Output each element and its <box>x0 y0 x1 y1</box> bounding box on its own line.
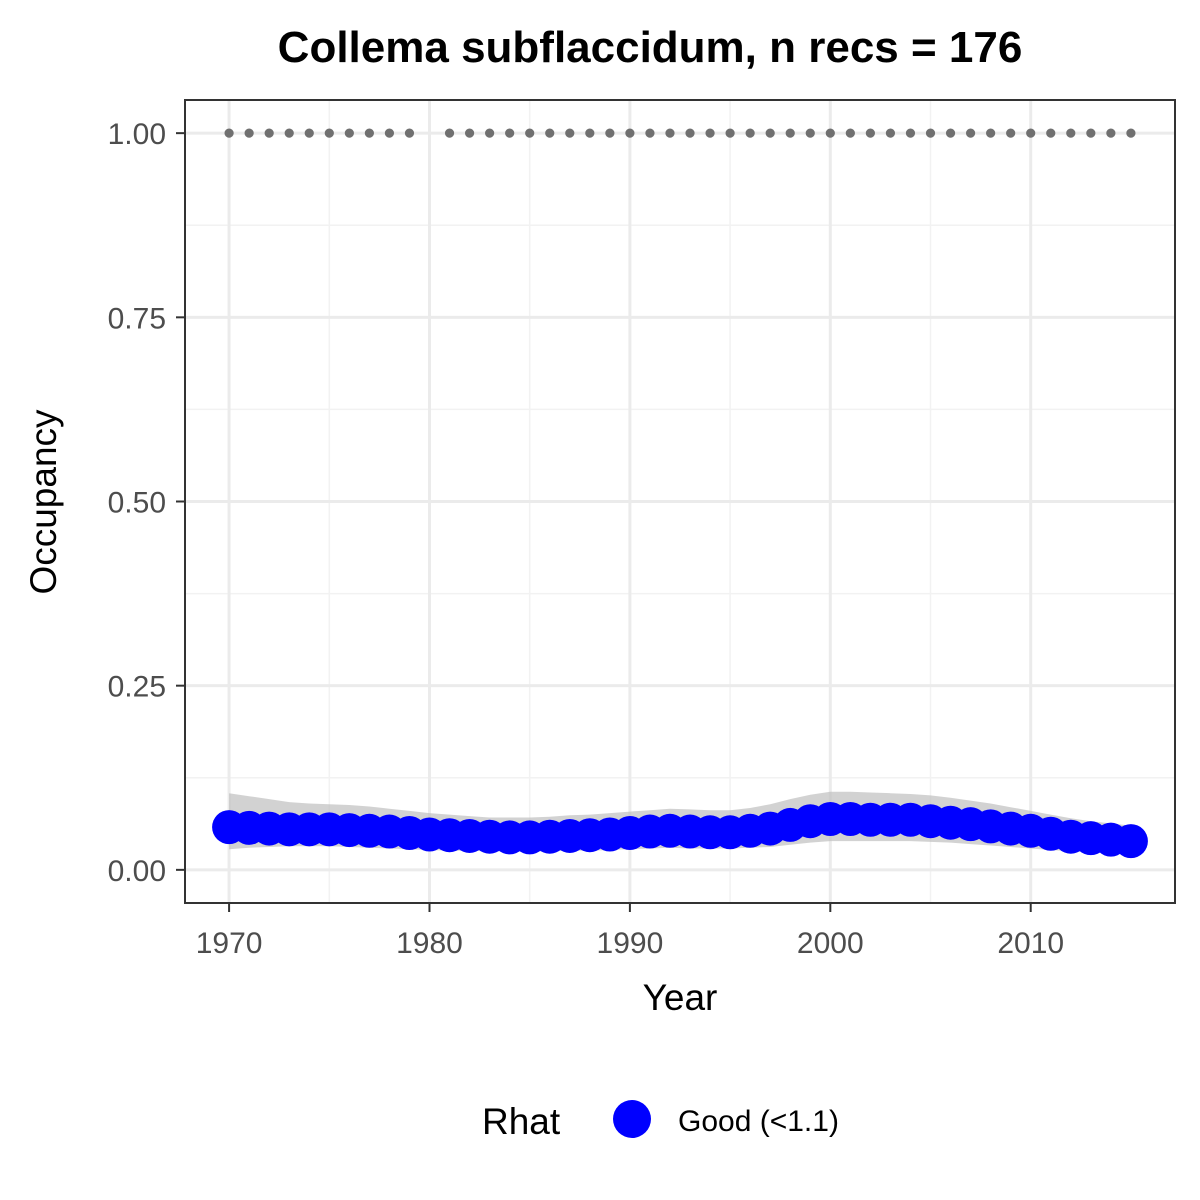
x-tick-label: 1980 <box>396 927 463 960</box>
y-tick-label: 0.25 <box>108 671 166 704</box>
record-marker <box>685 128 695 138</box>
record-marker <box>1046 128 1056 138</box>
y-axis-title: Occupancy <box>23 409 64 595</box>
record-marker <box>965 128 976 138</box>
record-marker <box>344 128 354 138</box>
record-marker <box>1066 128 1076 138</box>
record-marker <box>925 128 936 138</box>
record-marker <box>244 128 254 138</box>
legend: Rhat Good (<1.1) <box>482 1100 839 1142</box>
record-marker <box>585 128 595 138</box>
record-marker <box>705 128 715 138</box>
data-point <box>1113 824 1148 859</box>
record-marker <box>625 128 635 138</box>
record-marker <box>805 128 815 138</box>
record-marker <box>525 128 535 138</box>
record-marker <box>545 128 555 138</box>
x-tick-label: 2000 <box>797 927 864 960</box>
record-marker <box>645 128 655 138</box>
legend-key-good <box>613 1100 651 1138</box>
record-marker <box>725 128 735 138</box>
plot-panel <box>184 99 1176 904</box>
record-marker <box>905 128 916 138</box>
record-marker <box>565 128 575 138</box>
record-marker <box>945 128 956 138</box>
record-marker <box>324 128 334 138</box>
record-markers <box>224 128 1136 138</box>
record-marker <box>1086 128 1096 138</box>
legend-label-good: Good (<1.1) <box>678 1105 839 1138</box>
y-tick-label: 0.50 <box>108 487 166 520</box>
record-marker <box>505 128 515 138</box>
record-marker <box>785 128 795 138</box>
record-marker <box>284 128 294 138</box>
x-tick-label: 1970 <box>196 927 263 960</box>
record-marker <box>605 128 615 138</box>
legend-title: Rhat <box>482 1101 561 1142</box>
record-marker <box>364 128 374 138</box>
record-marker <box>464 128 475 138</box>
record-marker <box>665 128 675 138</box>
record-marker <box>444 128 455 138</box>
x-tick-label: 1990 <box>597 927 664 960</box>
y-tick-label: 1.00 <box>108 118 166 151</box>
record-marker <box>1106 128 1116 138</box>
y-tick-label: 0.00 <box>108 855 166 888</box>
record-marker <box>224 128 234 138</box>
record-marker <box>865 128 875 138</box>
y-tick-label: 0.75 <box>108 302 166 335</box>
record-marker <box>485 128 495 138</box>
record-marker <box>765 128 775 138</box>
record-marker <box>745 128 755 138</box>
chart-title: Collema subflaccidum, n recs = 176 <box>278 23 1023 72</box>
record-marker <box>986 128 996 138</box>
record-marker <box>845 128 855 138</box>
x-axis-title: Year <box>643 977 718 1018</box>
occupancy-points <box>212 802 1148 859</box>
record-marker <box>404 128 415 138</box>
record-marker <box>1026 128 1036 138</box>
record-marker <box>264 128 274 138</box>
x-tick-label: 2010 <box>997 927 1064 960</box>
record-marker <box>1126 128 1136 138</box>
y-axis: 0.00 0.25 0.50 0.75 1.00 <box>108 118 185 888</box>
record-marker <box>384 128 395 138</box>
record-marker <box>825 128 835 138</box>
record-marker <box>885 128 896 138</box>
record-marker <box>304 128 314 138</box>
x-axis: 1970 1980 1990 2000 2010 <box>196 903 1064 960</box>
record-marker <box>1006 128 1016 138</box>
